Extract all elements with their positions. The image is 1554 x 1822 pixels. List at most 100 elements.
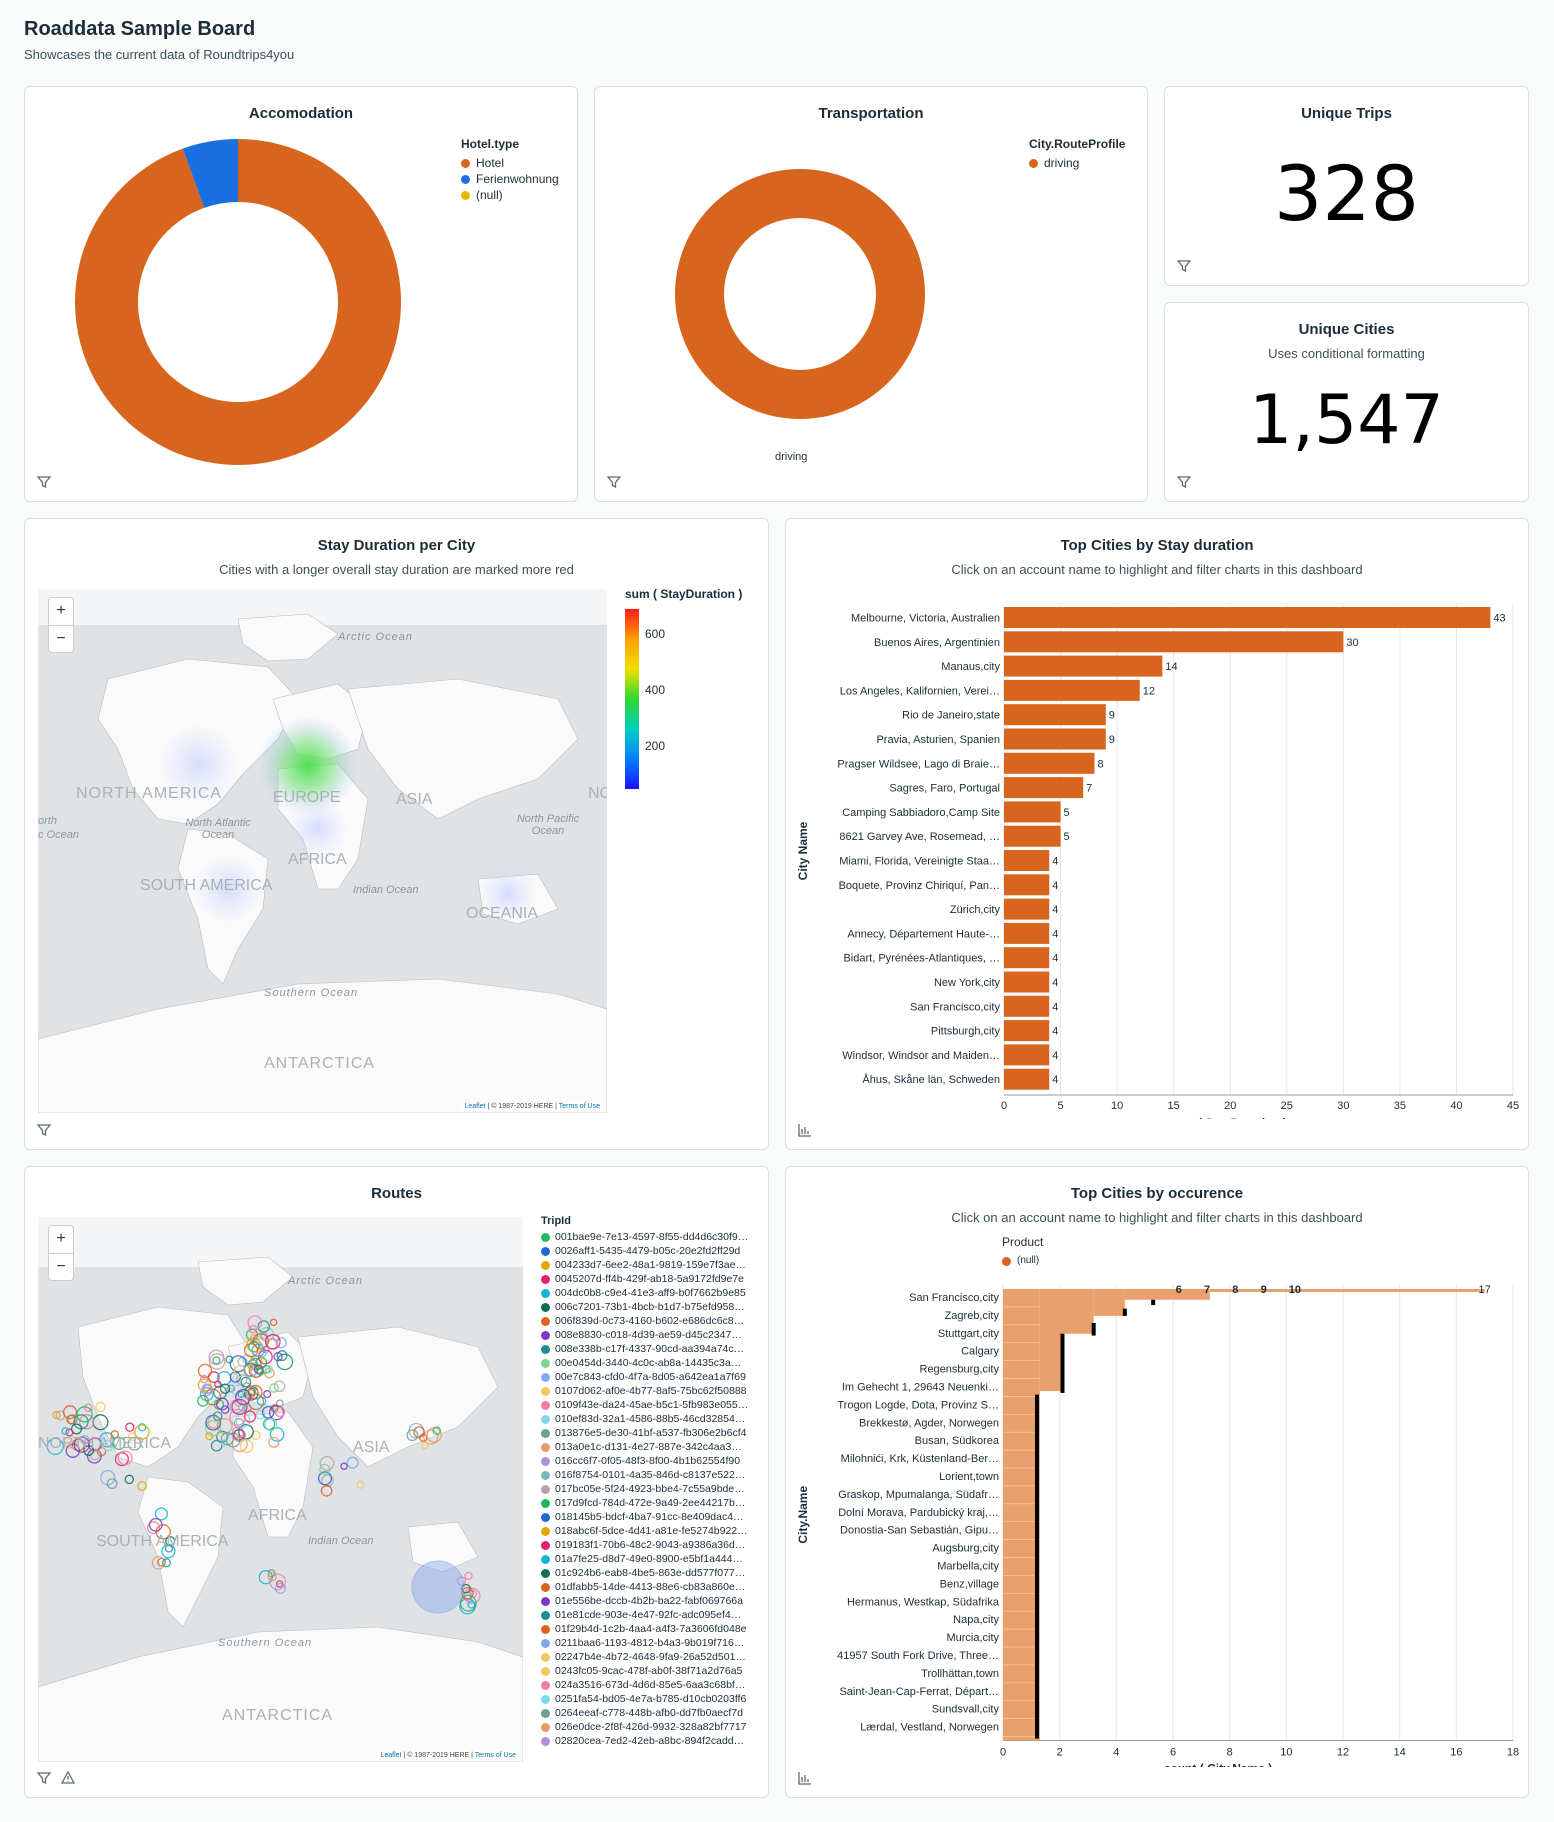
route-point[interactable] [65, 1443, 81, 1458]
route-point[interactable] [243, 1343, 259, 1358]
y-tick-label[interactable]: Napa,city [953, 1614, 999, 1626]
legend-item-trip[interactable]: 018145b5-bdcf-4ba7-91cc-8e409dac4… [541, 1510, 763, 1524]
y-tick-label[interactable]: Buenos Aires, Argentinien [874, 637, 1000, 649]
y-tick-label[interactable]: Im Gehecht 1, 29643 Neuenki… [842, 1381, 999, 1393]
route-point[interactable] [273, 1380, 286, 1393]
y-tick-label[interactable]: Sagres, Faro, Portugal [889, 783, 1000, 795]
route-point[interactable] [117, 1450, 133, 1466]
route-point[interactable] [199, 1374, 209, 1384]
transportation-donut-chart[interactable] [675, 169, 925, 419]
warning-icon[interactable] [61, 1771, 75, 1785]
route-point[interactable] [346, 1456, 359, 1469]
route-point[interactable] [114, 1452, 129, 1467]
y-tick-label[interactable]: Zagreb,city [945, 1310, 1000, 1322]
legend-item-null[interactable]: (null) [461, 187, 559, 203]
leaflet-link[interactable]: Leaflet [464, 1103, 486, 1110]
bar[interactable] [1004, 1020, 1050, 1042]
y-tick-label[interactable]: Hermanus, Westkap, Südafrika [847, 1596, 1000, 1608]
legend-item-trip[interactable]: 01a7fe25-d8d7-49e0-8900-e5bf1a444… [541, 1552, 763, 1566]
route-point[interactable] [112, 1436, 126, 1450]
y-tick-label[interactable]: Graskop, Mpumalanga, Südafr… [838, 1489, 999, 1501]
route-point[interactable] [258, 1349, 267, 1358]
route-point[interactable] [148, 1517, 163, 1532]
route-point[interactable] [205, 1432, 214, 1441]
legend-item-trip[interactable]: 004dc0b8-c9e4-41e3-aff9-b0f7662b9e85 [541, 1286, 763, 1300]
route-point[interactable] [340, 1462, 348, 1471]
route-point[interactable] [423, 1429, 439, 1445]
route-point[interactable] [235, 1388, 252, 1406]
route-point[interactable] [257, 1320, 270, 1333]
route-point[interactable] [267, 1571, 277, 1582]
terms-link[interactable]: Terms of Use [474, 1752, 516, 1759]
y-tick-label[interactable]: Camping Sabbiadoro,Camp Site [842, 807, 1000, 819]
stay-duration-map[interactable]: Arctic Ocean NORTH AMERICA EUROPE ASIA N… [38, 589, 607, 1113]
legend-item-trip[interactable]: 0264eeaf-c778-448b-afb0-dd7fb0aecf7d [541, 1706, 763, 1720]
bar[interactable] [1004, 898, 1050, 920]
accomodation-donut-chart[interactable] [73, 137, 403, 467]
y-tick-label[interactable]: Pravia, Asturien, Spanien [876, 734, 1000, 746]
route-point[interactable] [225, 1355, 234, 1364]
route-point[interactable] [151, 1555, 166, 1570]
zoom-in-button[interactable]: + [56, 602, 66, 619]
legend-item-trip[interactable]: 010ef83d-32a1-4586-88b5-46cd32854… [541, 1412, 763, 1426]
legend-item-trip[interactable]: 0045207d-ff4b-429f-ab18-5a9172fd9e7e [541, 1272, 763, 1286]
bar[interactable] [1004, 947, 1050, 969]
bar[interactable] [1004, 1068, 1050, 1090]
route-point[interactable] [197, 1394, 209, 1407]
route-point[interactable] [261, 1405, 275, 1419]
y-tick-label[interactable]: 41957 South Fork Drive, Three… [837, 1650, 999, 1662]
bar[interactable] [1004, 655, 1163, 677]
legend-item-trip[interactable]: 008e8830-c018-4d39-ae59-d45c2347… [541, 1328, 763, 1342]
route-point[interactable] [240, 1376, 252, 1388]
route-point[interactable] [161, 1558, 172, 1568]
route-point[interactable] [269, 1383, 279, 1393]
route-point[interactable] [231, 1398, 248, 1415]
route-point[interactable] [356, 1480, 365, 1489]
legend-item-trip[interactable]: 0251fa54-bd05-4e7a-b785-d10cb0203ff6 [541, 1692, 763, 1706]
legend-item-trip[interactable]: 00e7c843-cfd0-4f7a-8d05-a642ea1a7f69 [541, 1370, 763, 1384]
occurence-bar-chart[interactable]: 0 2 4 6 8 10 12 14 16 18 6 7 8 9 10 17 San Francisco,cit… [786, 1277, 1529, 1767]
y-tick-label[interactable]: Trogon Logde, Dota, Provinz S… [837, 1399, 999, 1411]
zoom-out-button[interactable]: − [49, 625, 73, 652]
legend-item-trip[interactable]: 01e81cde-903e-4e47-92fc-adc095ef4… [541, 1608, 763, 1622]
route-point[interactable] [269, 1318, 278, 1327]
bar[interactable] [1004, 607, 1491, 628]
route-point[interactable] [155, 1524, 171, 1540]
route-point[interactable] [237, 1390, 245, 1398]
route-point[interactable] [229, 1355, 247, 1373]
y-tick-label[interactable]: Trollhättan,town [921, 1668, 999, 1680]
y-tick-label[interactable]: Sundsvall,city [932, 1704, 1000, 1716]
route-point[interactable] [239, 1439, 254, 1453]
legend-item-trip[interactable]: 0026aff1-5435-4479-b05c-20e2fd2ff29d [541, 1244, 763, 1258]
y-tick-label[interactable]: Benz,village [940, 1578, 999, 1590]
route-point[interactable] [214, 1380, 222, 1389]
route-point[interactable] [138, 1423, 147, 1432]
route-point[interactable] [165, 1536, 176, 1547]
y-tick-label[interactable]: Brekkestø, Agder, Norwegen [859, 1417, 999, 1429]
route-point[interactable] [83, 1403, 93, 1412]
y-tick-label[interactable]: Zürich,city [950, 904, 1001, 916]
route-point[interactable] [264, 1367, 275, 1379]
y-tick-label[interactable]: Annecy, Département Haute-… [847, 928, 1000, 940]
route-point[interactable] [205, 1414, 222, 1431]
bar[interactable] [1004, 825, 1061, 847]
legend-item-trip[interactable]: 00e0454d-3440-4c0c-ab8a-14435c3a… [541, 1356, 763, 1370]
bar[interactable] [1004, 752, 1095, 774]
route-point[interactable] [65, 1428, 74, 1437]
filter-icon[interactable] [1177, 475, 1191, 489]
route-point[interactable] [212, 1356, 221, 1365]
pie-slice[interactable] [75, 139, 402, 465]
route-point[interactable] [125, 1422, 135, 1432]
route-point[interactable] [456, 1576, 467, 1586]
route-point[interactable] [247, 1315, 263, 1330]
route-point[interactable] [264, 1418, 278, 1432]
route-point[interactable] [197, 1363, 213, 1379]
y-tick-label[interactable]: Saint-Jean-Cap-Ferrat, Départ… [839, 1686, 999, 1698]
bar[interactable] [1004, 679, 1140, 701]
legend-item-trip[interactable]: 01e556be-dccb-4b2b-ba22-fabf069766a [541, 1594, 763, 1608]
y-tick-label[interactable]: Donostia-San Sebastián, Gipu… [840, 1525, 999, 1537]
bar[interactable] [1062, 1289, 1094, 1334]
route-point[interactable] [256, 1368, 265, 1376]
route-point[interactable] [146, 1521, 161, 1535]
